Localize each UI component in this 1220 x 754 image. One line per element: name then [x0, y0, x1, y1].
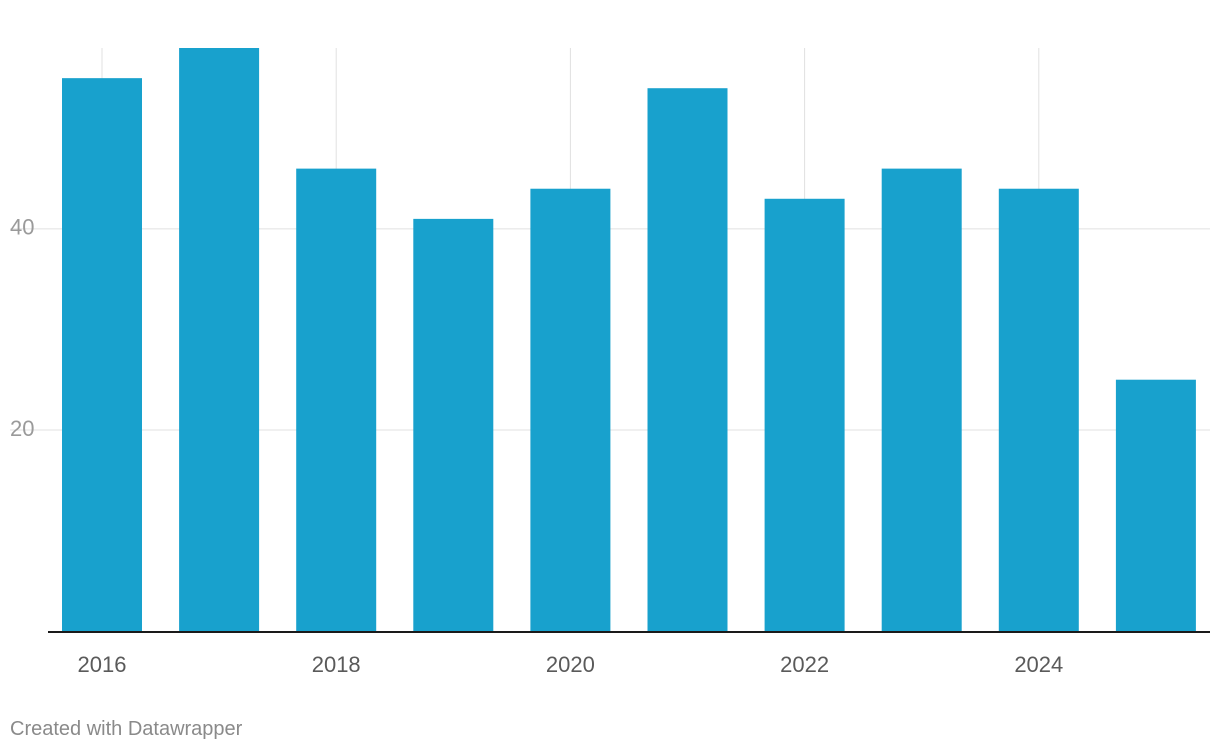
y-tick-label: 40 — [10, 215, 34, 240]
bar-2024[interactable] — [998, 188, 1079, 632]
axes: 20 40 2016 2018 2020 2022 2024 — [10, 215, 1210, 677]
bar-2018[interactable] — [296, 168, 377, 631]
credit-text[interactable]: Created with Datawrapper — [10, 718, 243, 740]
bar-2025[interactable] — [1115, 379, 1196, 631]
x-tick-label: 2016 — [78, 652, 127, 677]
bar-2023[interactable] — [881, 168, 962, 631]
bar-2017[interactable] — [179, 48, 260, 631]
x-tick-label: 2022 — [780, 652, 829, 677]
bars — [62, 48, 1196, 632]
x-tick-label: 2018 — [312, 652, 361, 677]
y-tick-label: 20 — [10, 416, 34, 441]
x-tick-label: 2024 — [1014, 652, 1063, 677]
bar-2020[interactable] — [530, 188, 611, 632]
bar-2019[interactable] — [413, 218, 494, 631]
bar-2016[interactable] — [62, 78, 142, 632]
bar-2021[interactable] — [647, 88, 728, 631]
x-tick-label: 2020 — [546, 652, 595, 677]
bar-2022[interactable] — [764, 198, 845, 631]
